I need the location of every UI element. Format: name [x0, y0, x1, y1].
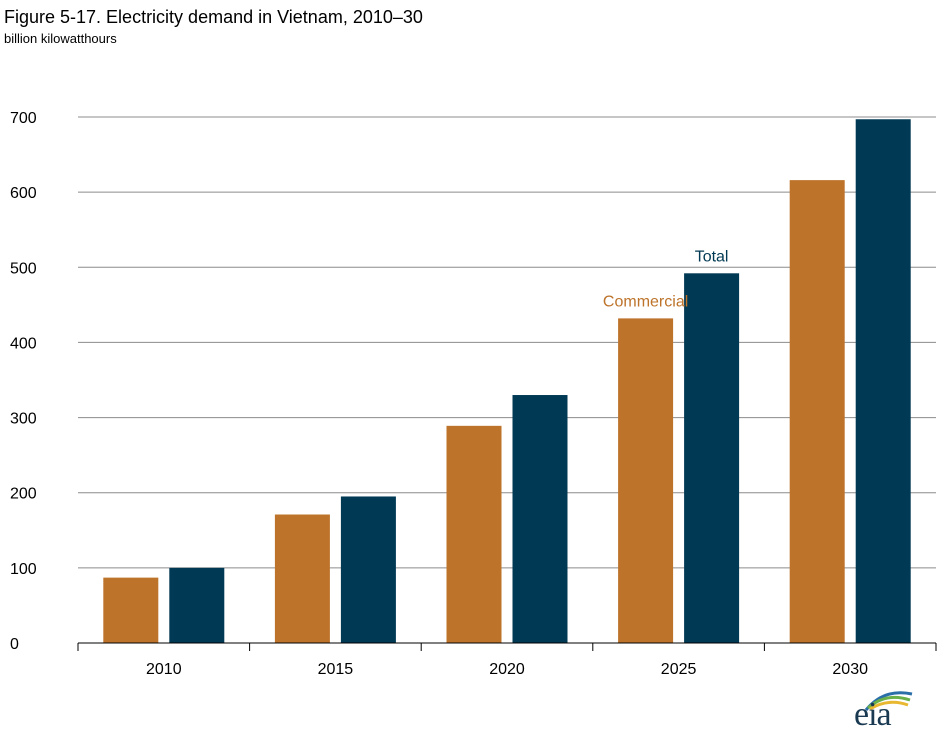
bar-commercial-2010 — [103, 577, 159, 643]
x-tick-label: 2015 — [318, 661, 354, 678]
y-tick-label: 400 — [10, 335, 37, 352]
logo-arcs-icon — [864, 691, 913, 711]
series-label-commercial: Commercial — [603, 293, 688, 310]
y-axis-tick-labels: 0 100 200 300 400 500 600 700 — [10, 110, 37, 653]
bar-commercial-2020 — [446, 425, 502, 643]
y-tick-label: 0 — [10, 636, 19, 653]
bar-commercial-2025 — [618, 318, 674, 643]
bar-total-2015 — [340, 496, 396, 643]
chart-subtitle: billion kilowatthours — [4, 31, 117, 46]
bar-total-2030 — [855, 119, 911, 644]
x-tick-label: 2010 — [146, 661, 182, 678]
x-tick-label: 2030 — [832, 661, 868, 678]
bar-total-2025 — [684, 273, 740, 643]
series-label-total: Total — [695, 248, 729, 265]
logo-text: eia — [854, 696, 892, 733]
eia-logo-icon: eia — [850, 686, 916, 734]
x-tick-label: 2025 — [661, 661, 697, 678]
x-tick-label: 2020 — [489, 661, 525, 678]
bar-commercial-2030 — [789, 180, 845, 643]
series-labels: Commercial Total — [603, 248, 729, 310]
bars — [103, 119, 911, 644]
y-tick-label: 600 — [10, 185, 37, 202]
x-axis — [77, 642, 937, 651]
bar-total-2020 — [512, 395, 568, 643]
y-tick-label: 300 — [10, 411, 37, 428]
y-tick-label: 100 — [10, 561, 37, 578]
chart-title: Figure 5-17. Electricity demand in Vietn… — [4, 7, 423, 27]
y-tick-label: 200 — [10, 486, 37, 503]
bar-commercial-2015 — [274, 514, 330, 643]
bar-total-2010 — [169, 567, 225, 643]
x-axis-tick-labels: 2010 2015 2020 2025 2030 — [146, 661, 868, 678]
y-tick-label: 500 — [10, 260, 37, 277]
y-tick-label: 700 — [10, 110, 37, 127]
